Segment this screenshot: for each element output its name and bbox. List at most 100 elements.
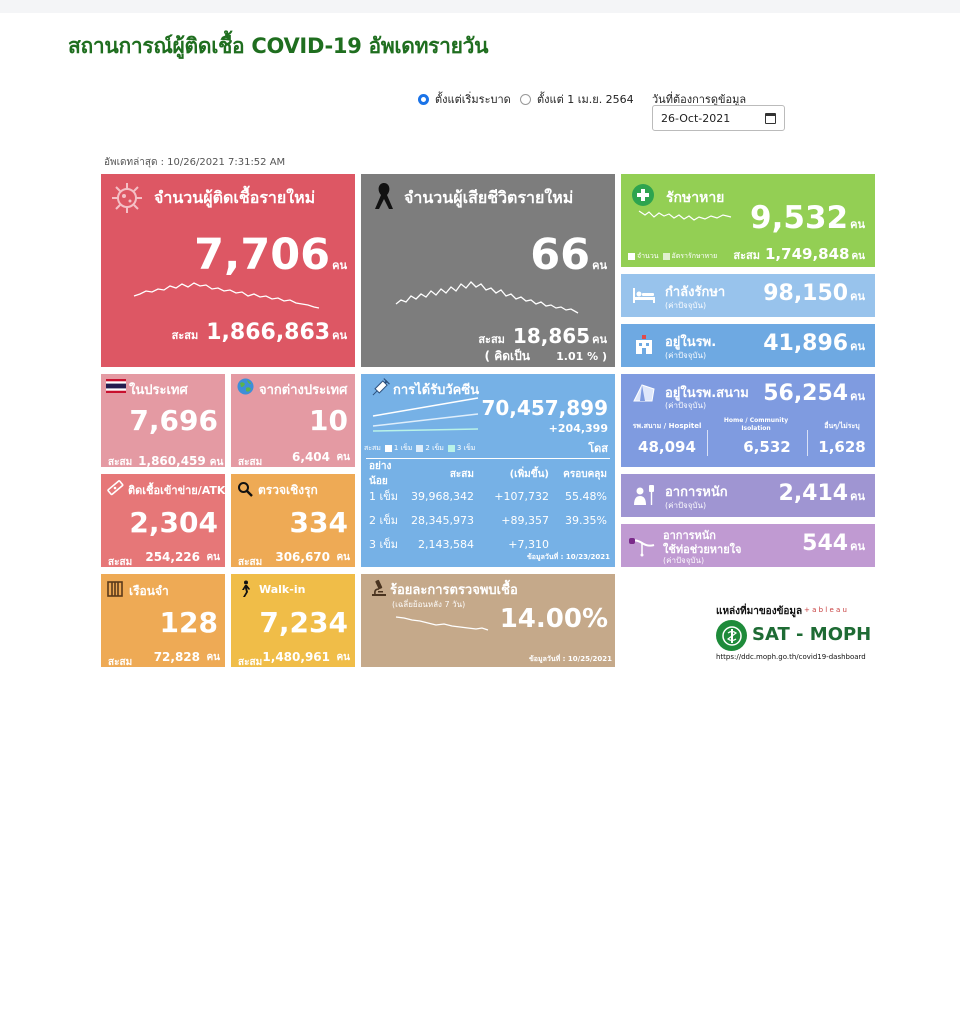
walkin-cumulative: สะสม 1,480,961 คน	[238, 650, 350, 667]
abroad-value: 10	[309, 404, 348, 437]
microscope-icon	[368, 577, 390, 599]
domestic-cumulative: สะสม 1,860,459 คน	[108, 450, 223, 467]
unit-text: คน	[850, 290, 865, 303]
legend-prefix: สะสม	[364, 444, 381, 452]
unit-text: คน	[850, 390, 865, 403]
cum-unit: คน	[206, 652, 220, 663]
value-text: 66	[530, 230, 591, 280]
page-title: สถานการณ์ผู้ติดเชื้อ COVID-19 อัพเดทรายว…	[68, 34, 489, 58]
legend-label: 1 เข็ม	[393, 444, 413, 452]
last-updated: อัพเดทล่าสุด : 10/26/2021 7:31:52 AM	[104, 157, 286, 168]
proactive-cumulative: สะสม 306,670 คน	[238, 550, 350, 567]
field-col-divider	[707, 430, 708, 456]
tile-label: ในประเทศ	[129, 383, 188, 398]
tile-label: จำนวนผู้เสียชีวิตรายใหม่	[404, 188, 574, 207]
inc-cell: +107,732	[494, 489, 549, 503]
table-row: 3 เข็ม 2,143,584 +7,310	[369, 532, 607, 556]
radio-since-april[interactable]: ตั้งแต่ 1 เม.ย. 2564	[520, 90, 634, 108]
header-cell: ครอบคลุม	[563, 468, 607, 480]
positivity-value: 14.00%	[499, 604, 608, 634]
date-input[interactable]: 26-Oct-2021	[652, 105, 785, 131]
legend-swatch	[628, 253, 635, 260]
recovered-legend: จำนวน อัตรารักษาหาย	[628, 251, 717, 262]
field-col-divider	[807, 430, 808, 456]
cum-unit: คน	[336, 452, 350, 463]
test-kit-icon	[105, 478, 125, 498]
cum-unit: คน	[336, 552, 350, 563]
cum-label: สะสม	[238, 457, 263, 467]
unit-text: คน	[850, 218, 865, 231]
cum-label: สะสม	[238, 657, 263, 667]
legend-label: 2 เข็ม	[425, 444, 444, 452]
tile-sublabel: (ค่าปัจจุบัน)	[665, 301, 707, 310]
value-text: 7,706	[194, 230, 331, 280]
field-col-label: Home / Community Isolation	[723, 417, 789, 432]
table-row: 1 เข็ม 39,968,342 +107,732 55.48%	[369, 484, 607, 508]
cum-label: สะสม	[478, 333, 505, 346]
tile-label: จากต่างประเทศ	[259, 383, 348, 398]
tile-label: อยู่ในรพ.สนาม	[665, 386, 749, 401]
tile-recovered: รักษาหาย 9,532 คน จำนวน อัตรารักษาหาย สะสม…	[621, 174, 875, 267]
tile-vaccine: การได้รับวัคซีน 70,457,899 +204,399 โดส …	[361, 374, 615, 567]
field-hospital-value: 56,254 คน	[763, 381, 865, 406]
new-deaths-cumulative: สะสม 18,865 คน	[478, 324, 607, 348]
radio-label: ตั้งแต่เริ่มระบาด	[435, 93, 511, 106]
legend-label: จำนวน	[637, 252, 659, 260]
radio-since-outbreak[interactable]: ตั้งแต่เริ่มระบาด	[418, 90, 511, 108]
proactive-value: 334	[289, 506, 348, 539]
cum-unit: คน	[332, 329, 347, 342]
moph-emblem-icon	[716, 620, 747, 651]
tile-positivity: ร้อยละการตรวจพบเชื้อ (เฉลี่ยย้อนหลัง 7 ว…	[361, 574, 615, 667]
value-text: 544	[802, 531, 849, 556]
atk-value: 2,304	[129, 506, 218, 539]
walking-person-icon	[236, 579, 254, 599]
cov-cell: 55.48%	[565, 489, 607, 503]
calendar-icon[interactable]	[765, 112, 776, 124]
thai-flag-icon	[106, 379, 126, 393]
vaccine-table-header: อย่างน้อย สะสม (เพิ่มขึ้น) ครอบคลุม	[369, 461, 607, 487]
field-col-label: รพ.สนาม / Hospitel	[632, 422, 702, 430]
legend-swatch	[416, 445, 424, 452]
inc-cell: +89,357	[501, 513, 549, 527]
cum-unit: คน	[209, 457, 224, 467]
dose-cell: 2 เข็ม	[369, 514, 399, 527]
vaccine-trend-lines	[372, 397, 479, 432]
domestic-value: 7,696	[129, 404, 218, 437]
new-cases-value: 7,706 คน	[194, 230, 347, 280]
death-rate: ( คิดเป็น 1.01 % )	[485, 347, 607, 366]
recovered-value: 9,532 คน	[750, 200, 865, 236]
tile-label: กำลังรักษา	[665, 285, 726, 300]
vaccine-total: 70,457,899	[481, 396, 608, 420]
new-deaths-value: 66 คน	[530, 230, 607, 280]
new-cases-cumulative: สะสม 1,866,863 คน	[172, 320, 347, 345]
tile-prison: เรือนจำ 128 สะสม 72,828 คน	[101, 574, 225, 667]
header-cell: สะสม	[449, 468, 474, 480]
virus-icon	[109, 180, 145, 216]
tile-sublabel: (ค่าปัจจุบัน)	[665, 501, 707, 510]
cum-cell: 28,345,973	[411, 513, 474, 527]
tile-label: รักษาหาย	[666, 190, 725, 206]
source-url[interactable]: https://ddc.moph.go.th/covid19-dashboard	[716, 653, 866, 661]
tile-hospital: อยู่ในรพ. (ค่าปัจจุบัน) 41,896 คน	[621, 324, 875, 367]
cum-label: สะสม	[238, 557, 263, 567]
hospital-value: 41,896 คน	[763, 331, 865, 356]
tile-sublabel: (เฉลี่ยย้อนหลัง 7 วัน)	[392, 600, 466, 609]
ventilator-tube-icon	[627, 533, 657, 559]
mourning-ribbon-icon	[371, 180, 397, 212]
vaccine-data-date: ข้อมูลวันที่ : 10/23/2021	[527, 553, 610, 561]
tile-label: การได้รับวัคซีน	[393, 383, 480, 398]
tile-walkin: Walk-in 7,234 สะสม 1,480,961 คน	[231, 574, 355, 667]
tile-atk: ติดเชื้อเข้าข่าย/ATK 2,304 สะสม 254,226 คน	[101, 474, 225, 567]
tent-icon	[632, 382, 656, 404]
dose-cell: 1 เข็ม	[369, 490, 399, 503]
positivity-sparkline	[395, 616, 489, 631]
cum-value: 1,480,961	[262, 650, 330, 664]
cov-cell: 39.35%	[565, 513, 607, 527]
cum-value: 18,865	[512, 324, 591, 348]
cum-unit: คน	[336, 652, 350, 663]
unit-text: คน	[592, 259, 607, 272]
cum-unit: คน	[851, 251, 865, 262]
tile-sublabel: (ค่าปัจจุบัน)	[665, 351, 707, 360]
cum-value: 1,866,863	[206, 320, 331, 345]
rate-value: 1.01 % )	[556, 350, 607, 363]
